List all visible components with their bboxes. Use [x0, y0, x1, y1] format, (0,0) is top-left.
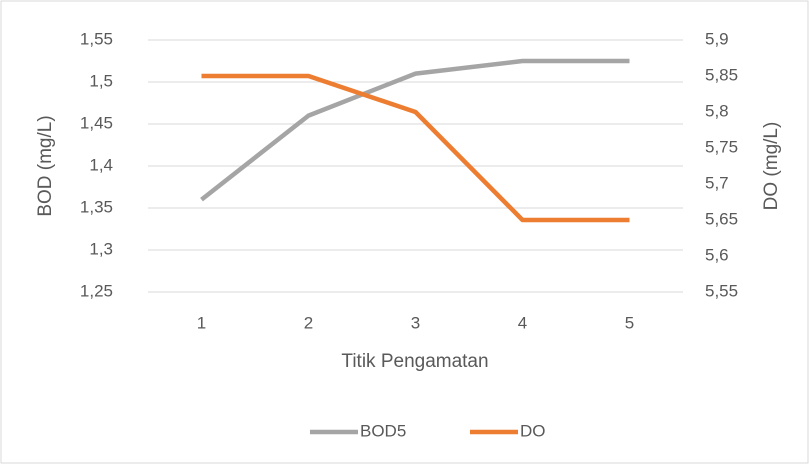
x-tick-label: 5 [625, 313, 634, 332]
y-tick-label: 1,25 [80, 281, 113, 300]
y-tick-label: 1,3 [89, 239, 113, 258]
y2-tick-label: 5,9 [705, 29, 729, 48]
x-tick-label: 3 [411, 313, 420, 332]
y-tick-label: 1,5 [89, 71, 113, 90]
y2-tick-label: 5,65 [705, 209, 738, 228]
y-tick-label: 1,45 [80, 113, 113, 132]
y-tick-label: 1,4 [89, 155, 113, 174]
y2-tick-label: 5,55 [705, 281, 738, 300]
x-tick-label: 2 [304, 313, 313, 332]
y2-tick-label: 5,6 [705, 245, 729, 264]
y-tick-label: 1,55 [80, 29, 113, 48]
y2-tick-label: 5,8 [705, 101, 729, 120]
line-series [200, 58, 630, 202]
y-tick-label: 1,35 [80, 197, 113, 216]
y-axis-title: BOD (mg/L) [35, 115, 56, 216]
x-tick-label: 4 [518, 313, 527, 332]
y2-axis-title: DO (mg/L) [761, 122, 782, 211]
y2-tick-label: 5,85 [705, 65, 738, 84]
legend-label: DO [520, 421, 546, 440]
y2-tick-label: 5,75 [705, 137, 738, 156]
x-axis-title: Titik Pengamatan [341, 351, 488, 372]
line-series [201, 73, 630, 223]
legend-label: BOD5 [360, 421, 406, 440]
y2-tick-label: 5,7 [705, 173, 729, 192]
x-tick-label: 1 [197, 313, 206, 332]
